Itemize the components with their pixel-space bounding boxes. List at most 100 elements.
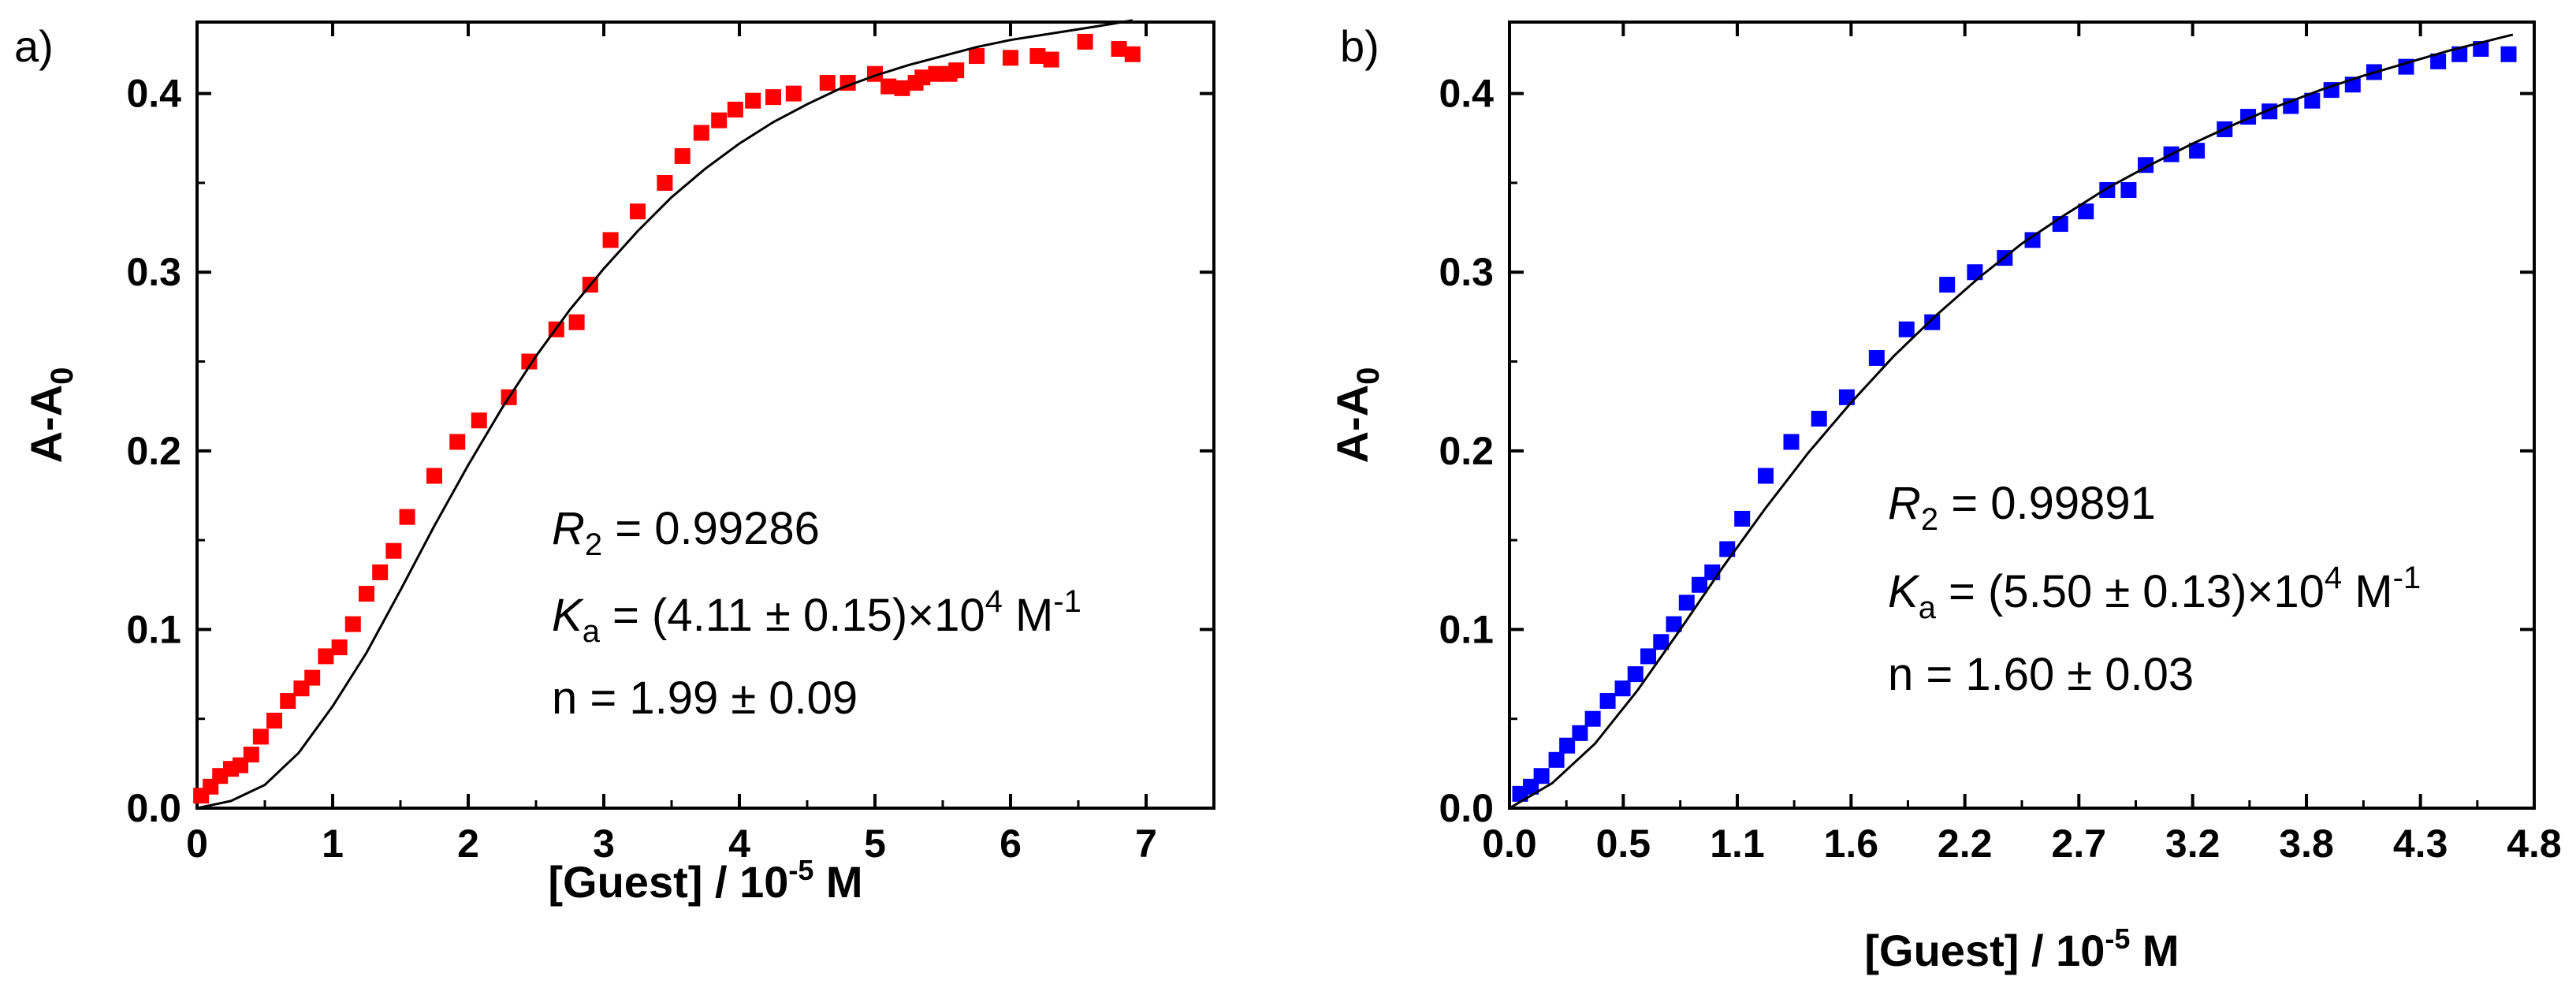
data-point [1783,434,1800,450]
data-point [630,203,646,220]
x-axis-title: [Guest] / 10-5 M [1864,922,2179,975]
data-point [1614,680,1631,697]
x-tick-label: 2.7 [2052,822,2107,866]
data-point [372,564,389,580]
data-point [318,648,334,665]
panel-label: a) [14,21,54,71]
x-tick-label: 1 [322,822,344,866]
ka-annotation: Ka = (4.11 ± 0.15)×104 M-1 [552,584,1081,649]
x-tick-label: 2.2 [1938,822,1993,866]
data-point [1124,46,1141,62]
data-point [1043,51,1059,68]
data-point [1692,576,1708,593]
x-tick-label: 2 [457,822,479,866]
data-point [331,639,348,656]
data-point [880,78,897,95]
data-point [266,712,283,729]
data-point [657,174,673,191]
data-point [1666,616,1682,632]
data-point [1898,321,1915,337]
x-tick-label: 3.8 [2279,822,2334,866]
n-annotation: n = 1.60 ± 0.03 [1888,649,2194,700]
data-point [969,48,985,65]
data-point [693,125,709,141]
data-point [471,412,487,429]
x-tick-label: 4.8 [2507,822,2562,866]
data-point [2473,40,2489,57]
data-point [711,112,728,129]
data-point [1704,564,1721,580]
y-tick-label: 0.4 [1439,72,1494,116]
fit-curve [196,19,1134,810]
data-point [745,92,761,109]
x-tick-label: 0.5 [1596,822,1651,866]
data-point [280,693,296,710]
y-tick-label: 0.2 [1439,429,1494,473]
data-point [1734,510,1751,527]
data-point [1559,737,1576,754]
data-point [1077,33,1093,50]
data-point [243,747,259,763]
data-point [2500,46,2517,62]
data-point [2451,46,2468,62]
data-point [928,65,944,82]
data-point [2024,232,2041,248]
y-tick-label: 0.1 [1439,607,1494,651]
y-tick-label: 0.0 [126,786,181,830]
data-point [1584,710,1601,727]
data-point [521,353,538,370]
ka-annotation: Ka = (5.50 ± 0.13)×104 M-1 [1888,561,2421,625]
data-point [1811,411,1827,427]
data-point [1111,40,1127,57]
x-tick-label: 3 [593,822,615,866]
x-tick-label: 0 [186,822,208,866]
data-point [1572,725,1588,741]
y-tick-label: 0.4 [126,72,181,116]
x-tick-label: 1.1 [1710,822,1765,866]
x-tick-label: 1.6 [1824,822,1879,866]
x-tick-label: 4.3 [2393,822,2448,866]
chart-panel-1: a) 0 1 2 3 4 5 6 7 0.0 0.1 0.2 0.3 0.4 [Guest] / 10-5 … [14,19,1215,907]
data-point [2189,143,2206,159]
x-tick-label: 3.2 [2165,822,2220,866]
data-point [2430,53,2447,69]
data-point [819,75,836,91]
data-point [602,232,619,248]
data-point [1719,541,1736,557]
plot-frame [195,20,1215,810]
data-point [568,314,585,330]
data-point [1653,634,1670,650]
r-squared-annotation: R2 = 0.99286 [552,503,820,562]
data-point [914,69,931,86]
data-point [1533,768,1550,784]
r-squared-annotation: R2 = 0.99891 [1888,478,2156,537]
x-tick-label: 7 [1135,822,1157,866]
data-point [1599,693,1616,710]
data-point [765,89,781,106]
data-point [2304,92,2321,109]
y-tick-label: 0.3 [1439,250,1494,294]
data-point [399,509,415,525]
data-point [1029,48,1046,65]
data-point [1003,50,1018,66]
data-point [2078,203,2094,220]
data-point [359,586,374,602]
x-tick-label: 5 [864,822,886,866]
data-point [385,542,402,559]
y-axis-title: A-A0 [1327,367,1386,464]
data-point [1939,277,1956,293]
data-point [1868,349,1885,366]
data-point [2120,181,2137,198]
y-tick-label: 0.2 [126,429,181,473]
data-point [674,147,691,164]
x-axis-title: [Guest] / 10-5 M [548,854,862,907]
data-series [193,33,1141,804]
y-axis-title: A-A0 [21,367,80,464]
y-tick-label: 0.0 [1439,786,1494,830]
data-point [1924,314,1941,330]
data-point [1758,468,1774,484]
data-point [727,102,743,118]
n-annotation: n = 1.99 ± 0.09 [552,673,858,724]
data-point [252,729,269,745]
